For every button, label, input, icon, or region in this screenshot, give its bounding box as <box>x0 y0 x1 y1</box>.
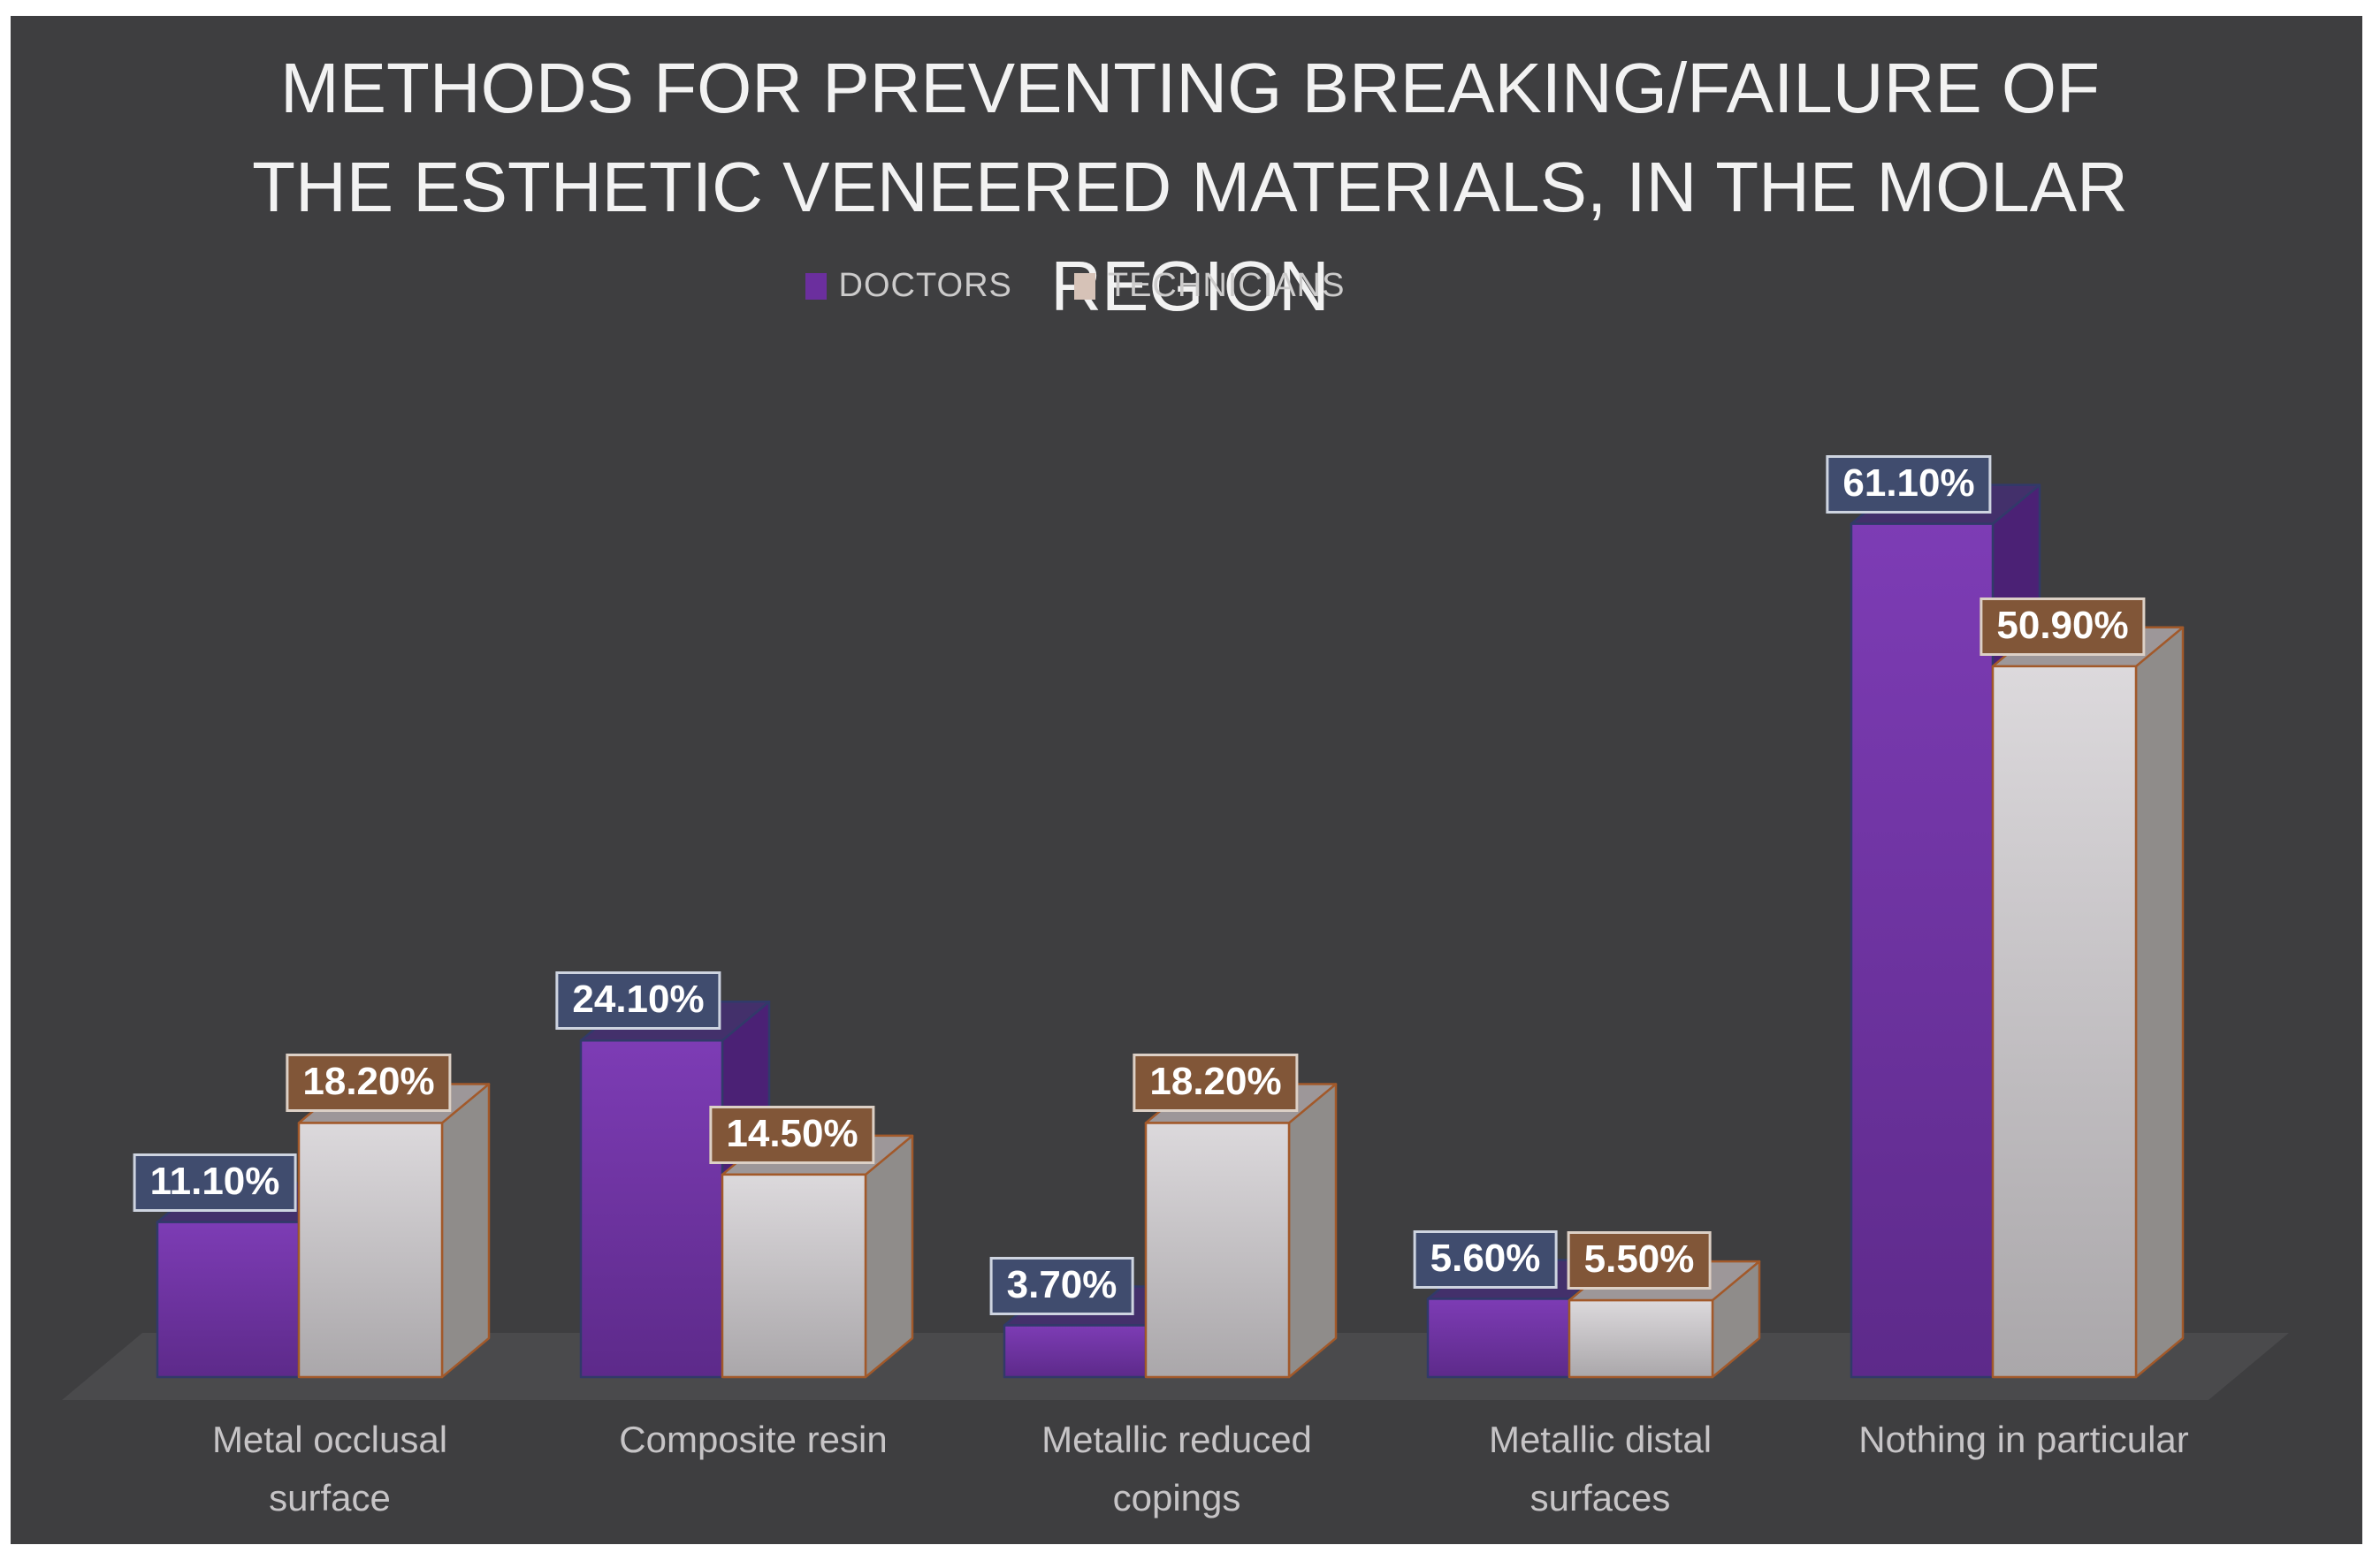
bar-doctors-2-front <box>1003 1324 1148 1379</box>
bar-doctors-1-front <box>579 1039 724 1379</box>
bar-technicians-2-front <box>1144 1122 1291 1379</box>
legend: DOCTORS TECHNICIANS <box>0 267 2265 305</box>
legend-item-doctors: DOCTORS <box>805 267 1012 305</box>
bar-technicians-4-side <box>2134 626 2185 1379</box>
legend-label-doctors: DOCTORS <box>838 267 1012 304</box>
chart-title: METHODS FOR PREVENTING BREAKING/FAILURE … <box>252 49 2128 325</box>
bar-technicians-3-front <box>1568 1298 1714 1379</box>
bar-doctors-3-front <box>1426 1298 1571 1379</box>
legend-label-technicians: TECHNICIANS <box>1107 267 1346 304</box>
technicians-swatch-icon <box>1073 272 1095 300</box>
bar-doctors-0-front <box>156 1221 301 1379</box>
doctors-swatch-icon <box>805 272 827 300</box>
bar-technicians-0-front <box>297 1122 444 1379</box>
bar-doctors-4-front <box>1850 522 1995 1379</box>
bar-technicians-0-side <box>440 1083 491 1379</box>
legend-item-technicians: TECHNICIANS <box>1073 267 1346 305</box>
bar-technicians-2-side <box>1287 1083 1338 1379</box>
bar-technicians-1-side <box>864 1134 914 1379</box>
bar-technicians-1-front <box>721 1173 867 1379</box>
bar-technicians-4-front <box>1991 665 2138 1379</box>
